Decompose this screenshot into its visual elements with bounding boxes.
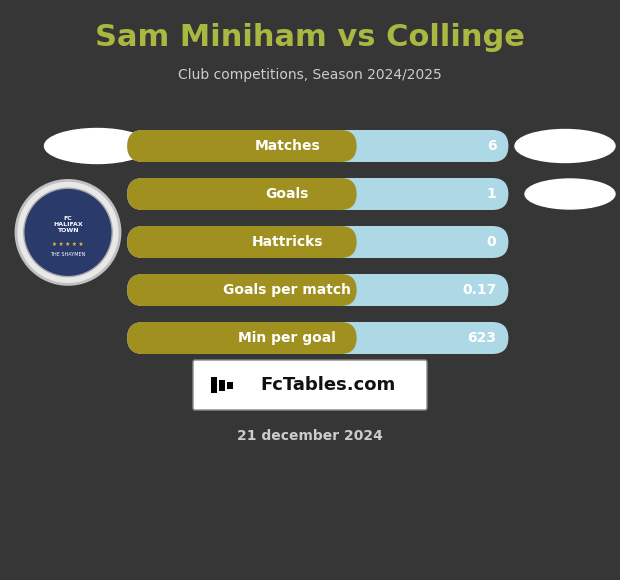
FancyBboxPatch shape <box>127 322 508 354</box>
Text: 0: 0 <box>487 235 497 249</box>
FancyBboxPatch shape <box>127 226 508 258</box>
Circle shape <box>24 188 112 277</box>
Text: FC
HALIFAX
TOWN: FC HALIFAX TOWN <box>53 216 83 233</box>
FancyBboxPatch shape <box>127 178 356 210</box>
FancyBboxPatch shape <box>127 226 356 258</box>
Text: FcTables.com: FcTables.com <box>260 376 396 394</box>
Bar <box>325 322 340 354</box>
Text: Sam Miniham vs Collinge: Sam Miniham vs Collinge <box>95 24 525 53</box>
Text: Goals per match: Goals per match <box>223 283 352 297</box>
FancyBboxPatch shape <box>193 360 427 410</box>
Ellipse shape <box>45 129 149 164</box>
Text: 0.17: 0.17 <box>462 283 497 297</box>
Text: 1: 1 <box>487 187 497 201</box>
Text: Hattricks: Hattricks <box>252 235 323 249</box>
FancyBboxPatch shape <box>127 274 508 306</box>
Text: 6: 6 <box>487 139 497 153</box>
Circle shape <box>16 180 120 284</box>
FancyBboxPatch shape <box>127 130 508 162</box>
Bar <box>219 379 225 390</box>
FancyBboxPatch shape <box>127 274 356 306</box>
Text: 623: 623 <box>467 331 497 345</box>
Bar <box>325 274 340 306</box>
Ellipse shape <box>515 129 615 162</box>
Bar <box>227 382 233 389</box>
FancyBboxPatch shape <box>127 130 356 162</box>
Ellipse shape <box>525 179 615 209</box>
Text: Club competitions, Season 2024/2025: Club competitions, Season 2024/2025 <box>178 68 442 82</box>
Bar <box>211 377 217 393</box>
Text: Matches: Matches <box>254 139 320 153</box>
Text: THE SHAYMEN: THE SHAYMEN <box>50 252 86 257</box>
FancyBboxPatch shape <box>127 178 508 210</box>
Text: Min per goal: Min per goal <box>238 331 336 345</box>
FancyBboxPatch shape <box>127 322 356 354</box>
Text: ★ ★ ★ ★ ★: ★ ★ ★ ★ ★ <box>52 242 84 247</box>
Bar <box>325 130 340 162</box>
Text: Goals: Goals <box>265 187 309 201</box>
Bar <box>325 226 340 258</box>
Bar <box>325 178 340 210</box>
Text: 21 december 2024: 21 december 2024 <box>237 429 383 443</box>
